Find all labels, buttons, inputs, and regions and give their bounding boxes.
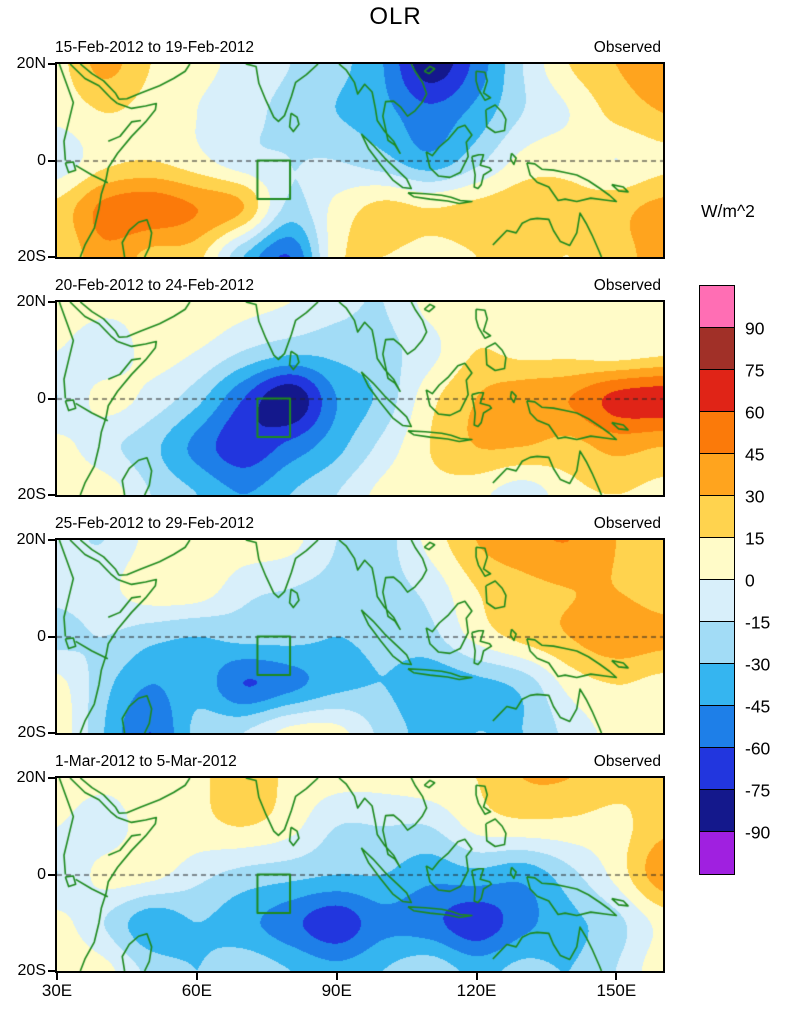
figure-title: OLR <box>369 3 422 30</box>
map-canvas-2 <box>55 300 665 497</box>
panel-date-range: 1-Mar-2012 to 5-Mar-2012 <box>55 753 237 770</box>
panel-source-label: Observed <box>593 277 661 294</box>
panel-3-header: 25-Feb-2012 to 29-Feb-2012 Observed <box>55 515 661 537</box>
y-axis-tick <box>48 732 55 734</box>
colorbar-tick-label: 45 <box>745 444 765 464</box>
x-axis-label: 60E <box>181 981 212 1000</box>
panel-3: 25-Feb-2012 to 29-Feb-2012 Observed 20N 0… <box>0 514 791 752</box>
colorbar-tick-label: 30 <box>745 486 765 506</box>
x-axis-label: 30E <box>41 981 73 1000</box>
colorbar-cell <box>700 496 734 538</box>
colorbar-tick-label: 0 <box>745 570 755 590</box>
colorbar-tick-label: 90 <box>745 318 765 338</box>
colorbar-cell <box>700 832 734 874</box>
y-axis-tick <box>48 494 55 496</box>
colorbar-cell <box>700 664 734 706</box>
y-axis-label: 20N <box>16 293 46 310</box>
y-axis-tick <box>48 777 55 779</box>
colorbar-tick-label: 75 <box>745 360 765 380</box>
map-canvas-1 <box>55 62 665 259</box>
colorbar-tick-label: -15 <box>745 612 771 632</box>
panel-source-label: Observed <box>593 39 661 56</box>
y-axis-label: 20N <box>16 55 46 72</box>
y-axis-label: 0 <box>37 151 46 169</box>
colorbar-tick-label: 60 <box>745 402 765 422</box>
y-axis-label: 20S <box>17 962 46 979</box>
map-canvas-4 <box>55 776 665 973</box>
colorbar-cell <box>700 286 734 328</box>
x-axis-label: 120E <box>456 981 497 1000</box>
colorbar-tick-label: -60 <box>745 738 771 758</box>
panel-date-range: 15-Feb-2012 to 19-Feb-2012 <box>55 39 255 56</box>
panel-1: 15-Feb-2012 to 19-Feb-2012 Observed 20N 0… <box>0 38 791 276</box>
y-axis-label: 20N <box>16 769 46 786</box>
colorbar-cell <box>700 622 734 664</box>
x-axis-tick <box>335 973 338 980</box>
colorbar-tick-label: -30 <box>745 654 771 674</box>
y-axis-label: 0 <box>37 627 46 645</box>
y-axis-label: 0 <box>37 389 46 407</box>
colorbar-cell <box>700 328 734 370</box>
y-axis-tick <box>48 63 55 65</box>
panel-1-header: 15-Feb-2012 to 19-Feb-2012 Observed <box>55 39 661 61</box>
colorbar-tick-label: 15 <box>745 528 765 548</box>
colorbar-cell <box>700 790 734 832</box>
x-axis-label: 150E <box>596 981 637 1000</box>
colorbar <box>699 285 735 875</box>
y-axis-tick <box>48 159 55 162</box>
colorbar-tick-label: -90 <box>745 822 771 842</box>
y-axis-tick <box>48 256 55 258</box>
y-axis-tick <box>48 539 55 541</box>
panel-2: 20-Feb-2012 to 24-Feb-2012 Observed 20N 0… <box>0 276 791 514</box>
y-axis-tick <box>48 970 55 972</box>
x-axis-tick <box>615 973 618 980</box>
colorbar-cell <box>700 580 734 622</box>
colorbar-tick-label: -75 <box>745 780 771 800</box>
y-axis-label: 0 <box>37 865 46 883</box>
y-axis-label: 20S <box>17 486 46 503</box>
y-axis-tick <box>48 301 55 303</box>
colorbar-cell <box>700 748 734 790</box>
colorbar-cell <box>700 538 734 580</box>
y-axis-tick <box>48 635 55 638</box>
colorbar-cell <box>700 454 734 496</box>
panel-2-header: 20-Feb-2012 to 24-Feb-2012 Observed <box>55 277 661 299</box>
panel-source-label: Observed <box>593 753 661 770</box>
colorbar-cell <box>700 370 734 412</box>
colorbar-tick-label: -45 <box>745 696 771 716</box>
panel-date-range: 20-Feb-2012 to 24-Feb-2012 <box>55 277 255 294</box>
y-axis-label: 20S <box>17 724 46 741</box>
x-axis-tick <box>56 973 58 980</box>
panel-date-range: 25-Feb-2012 to 29-Feb-2012 <box>55 515 255 532</box>
map-canvas-3 <box>55 538 665 735</box>
x-axis-label: 90E <box>321 981 352 1000</box>
y-axis-label: 20N <box>16 531 46 548</box>
panel-4-header: 1-Mar-2012 to 5-Mar-2012 Observed <box>55 753 661 775</box>
colorbar-cell <box>700 706 734 748</box>
y-axis-tick <box>48 397 55 400</box>
x-axis-tick <box>195 973 198 980</box>
y-axis-label: 20S <box>17 248 46 265</box>
colorbar-units-label: W/m^2 <box>701 201 755 221</box>
y-axis-tick <box>48 873 55 876</box>
x-axis-tick <box>475 973 478 980</box>
colorbar-cell <box>700 412 734 454</box>
panel-source-label: Observed <box>593 515 661 532</box>
panel-4: 1-Mar-2012 to 5-Mar-2012 Observed 20N 0 20… <box>0 752 791 990</box>
